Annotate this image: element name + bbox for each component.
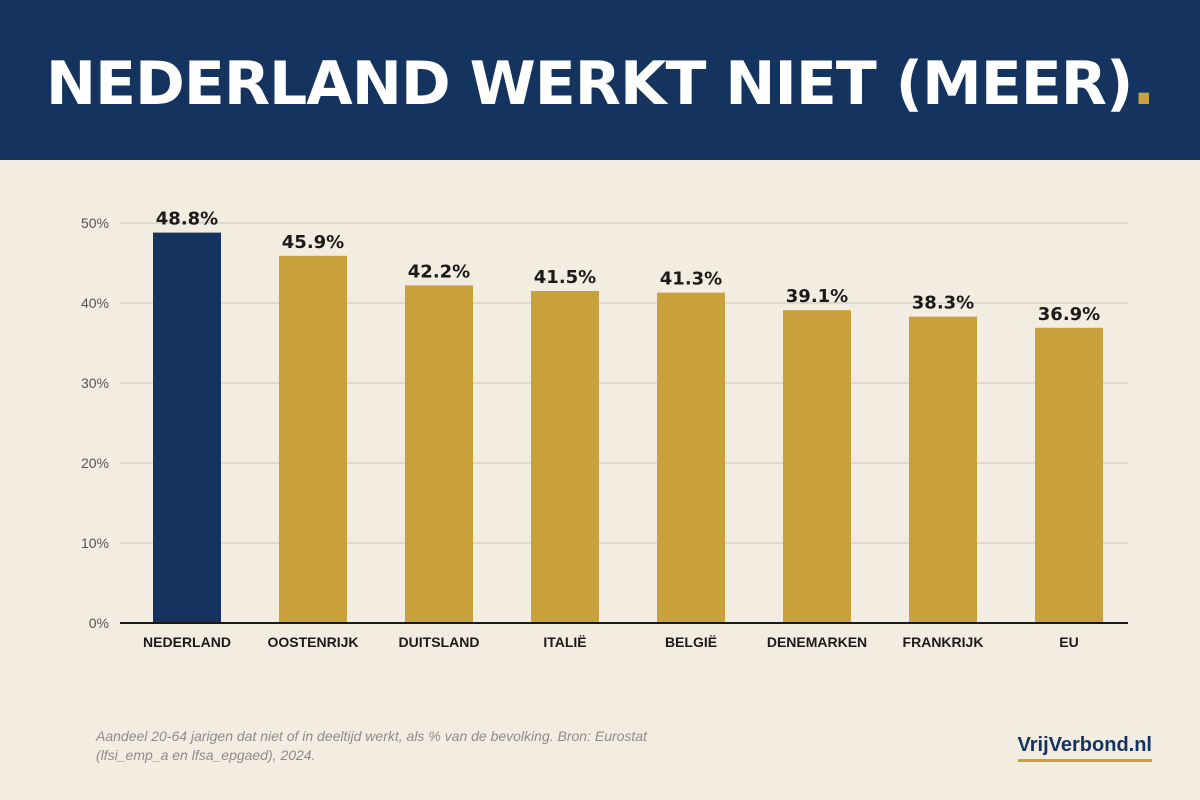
x-tick-label: FRANKRIJK [903,634,984,650]
x-tick-label: OOSTENRIJK [267,634,358,650]
data-label: 48.8% [156,209,218,230]
title-banner: NEDERLAND WERKT NIET (MEER). [0,0,1200,160]
data-label: 38.3% [912,293,974,314]
brand-link[interactable]: VrijVerbond.nl [1017,733,1152,762]
y-tick-label: 0% [89,615,109,631]
data-label: 45.9% [282,232,344,253]
data-label: 41.3% [660,269,722,290]
x-tick-label: ITALIË [543,634,586,650]
x-tick-label: BELGIË [665,634,717,650]
x-tick-label: DUITSLAND [399,634,480,650]
bar [1035,327,1103,623]
data-label: 41.5% [534,267,596,288]
bar [279,255,347,624]
x-tick-label: NEDERLAND [143,634,231,650]
bar [783,310,851,623]
title-dot: . [1132,49,1155,119]
bar-chart: 0% 10% 20% 30% 40% 50% 48.8% NEDERLAND 45.9% OOST… [81,209,1128,650]
y-tick-label: 20% [81,455,109,471]
source-note: Aandeel 20-64 jarigen dat niet of in dee… [96,728,647,763]
bar [153,232,221,623]
data-label: 42.2% [408,261,470,282]
page-title-text: NEDERLAND WERKT NIET (MEER) [45,49,1134,119]
y-tick-label: 10% [81,535,109,551]
y-tick-label: 40% [81,295,109,311]
x-tick-label: DENEMARKEN [767,634,867,650]
bar [405,285,473,623]
data-label: 36.9% [1038,304,1100,325]
data-label: 39.1% [786,286,848,307]
bar [909,316,977,623]
bar [531,291,599,623]
y-tick-label: 30% [81,375,109,391]
bar [657,292,725,623]
x-tick-label: EU [1059,634,1078,650]
y-tick-label: 50% [81,215,109,231]
page-title: NEDERLAND WERKT NIET (MEER). [0,48,1200,120]
